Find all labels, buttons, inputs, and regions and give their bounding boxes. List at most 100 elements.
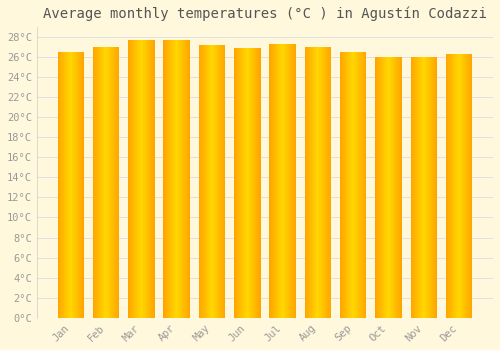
Bar — [147, 40, 148, 318]
Bar — [80, 52, 81, 318]
Bar — [383, 57, 384, 318]
Title: Average monthly temperatures (°C ) in Agustín Codazzi: Average monthly temperatures (°C ) in Ag… — [43, 7, 487, 21]
Bar — [198, 45, 200, 318]
Bar — [461, 54, 462, 318]
Bar — [223, 45, 224, 318]
Bar — [62, 52, 63, 318]
Bar — [173, 40, 174, 318]
Bar — [327, 47, 328, 318]
Bar — [355, 52, 356, 318]
Bar — [208, 45, 209, 318]
Bar — [108, 47, 110, 318]
Bar — [68, 52, 69, 318]
Bar — [390, 57, 391, 318]
Bar — [380, 57, 381, 318]
Bar — [256, 48, 257, 318]
Bar — [219, 45, 220, 318]
Bar — [457, 54, 458, 318]
Bar — [432, 57, 433, 318]
Bar — [247, 48, 248, 318]
Bar — [289, 44, 290, 318]
Bar — [205, 45, 206, 318]
Bar — [249, 48, 250, 318]
Bar — [119, 47, 120, 318]
Bar — [435, 57, 436, 318]
Bar — [328, 47, 329, 318]
Bar — [152, 40, 153, 318]
Bar — [342, 52, 343, 318]
Bar — [454, 54, 455, 318]
Bar — [467, 54, 468, 318]
Bar — [141, 40, 142, 318]
Bar — [114, 47, 115, 318]
Bar — [242, 48, 243, 318]
Bar — [143, 40, 144, 318]
Bar — [188, 40, 189, 318]
Bar — [201, 45, 202, 318]
Bar — [166, 40, 167, 318]
Bar — [365, 52, 366, 318]
Bar — [352, 52, 353, 318]
Bar — [350, 52, 351, 318]
Bar — [136, 40, 137, 318]
Bar — [397, 57, 398, 318]
Bar — [325, 47, 326, 318]
Bar — [412, 57, 413, 318]
Bar — [150, 40, 151, 318]
Bar — [111, 47, 112, 318]
Bar — [278, 44, 279, 318]
Bar — [148, 40, 149, 318]
Bar — [343, 52, 344, 318]
Bar — [168, 40, 170, 318]
Bar — [400, 57, 401, 318]
Bar — [305, 47, 306, 318]
Bar — [389, 57, 390, 318]
Bar — [59, 52, 60, 318]
Bar — [174, 40, 175, 318]
Bar — [64, 52, 65, 318]
Bar — [353, 52, 354, 318]
Bar — [116, 47, 117, 318]
Bar — [250, 48, 251, 318]
Bar — [113, 47, 114, 318]
Bar — [189, 40, 190, 318]
Bar — [145, 40, 146, 318]
Bar — [142, 40, 143, 318]
Bar — [294, 44, 295, 318]
Bar — [83, 52, 84, 318]
Bar — [436, 57, 437, 318]
Bar — [392, 57, 393, 318]
Bar — [364, 52, 365, 318]
Bar — [375, 57, 376, 318]
Bar — [304, 47, 305, 318]
Bar — [133, 40, 134, 318]
Bar — [224, 45, 225, 318]
Bar — [345, 52, 346, 318]
Bar — [185, 40, 186, 318]
Bar — [346, 52, 347, 318]
Bar — [359, 52, 360, 318]
Bar — [320, 47, 321, 318]
Bar — [244, 48, 245, 318]
Bar — [180, 40, 181, 318]
Bar — [319, 47, 320, 318]
Bar — [252, 48, 253, 318]
Bar — [65, 52, 66, 318]
Bar — [282, 44, 283, 318]
Bar — [416, 57, 417, 318]
Bar — [207, 45, 208, 318]
Bar — [175, 40, 176, 318]
Bar — [102, 47, 103, 318]
Bar — [393, 57, 394, 318]
Bar — [382, 57, 383, 318]
Bar — [98, 47, 99, 318]
Bar — [361, 52, 362, 318]
Bar — [447, 54, 448, 318]
Bar — [344, 52, 345, 318]
Bar — [426, 57, 427, 318]
Bar — [255, 48, 256, 318]
Bar — [465, 54, 466, 318]
Bar — [258, 48, 259, 318]
Bar — [149, 40, 150, 318]
Bar — [310, 47, 311, 318]
